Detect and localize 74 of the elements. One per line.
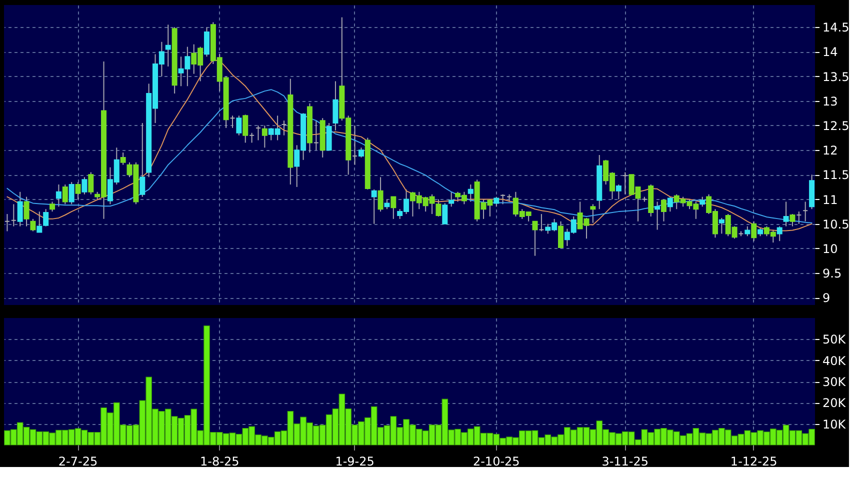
y-tick-label: 10 [822, 242, 838, 256]
candlestick [660, 198, 666, 222]
candlestick [654, 201, 660, 230]
candlestick [36, 211, 42, 233]
candlestick [590, 204, 596, 224]
candlestick [255, 124, 261, 141]
candlestick [667, 196, 673, 212]
candlestick [494, 196, 500, 208]
y-tick-label: 20K [822, 396, 847, 410]
candlestick [140, 122, 146, 198]
candlestick [448, 191, 454, 208]
candlestick [262, 124, 268, 148]
y-tick-label: 14 [822, 45, 838, 60]
candlestick [796, 211, 802, 224]
candlestick [378, 176, 384, 212]
candlestick [718, 217, 724, 234]
candlestick [75, 182, 81, 200]
candlestick [82, 176, 88, 195]
x-tick-label: 2-10-25 [472, 454, 520, 468]
x-tick-label: 1-9-25 [335, 454, 374, 468]
candlestick [24, 196, 30, 227]
candlestick [50, 201, 56, 212]
candlestick [352, 124, 358, 166]
candlestick [500, 194, 506, 205]
candlestick [332, 80, 338, 131]
y-tick-label: 10K [822, 417, 847, 432]
y-tick-label: 10.5 [822, 217, 850, 232]
candlestick [558, 220, 564, 249]
candlestick [165, 24, 171, 67]
y-tick-label: 11.5 [822, 168, 850, 182]
candlestick [281, 120, 287, 136]
y-tick-label: 12.5 [822, 118, 850, 133]
y-tick-label: 13 [822, 94, 838, 108]
candlestick [622, 172, 628, 195]
y-tick-label: 30K [822, 375, 847, 389]
candlestick [384, 198, 390, 210]
candlestick [751, 220, 757, 242]
candlestick [538, 214, 544, 232]
candlestick [10, 204, 16, 227]
y-tick-label: 40K [822, 354, 847, 368]
candlestick [43, 208, 49, 227]
y-tick-label: 14.5 [822, 20, 850, 35]
candlestick [371, 188, 377, 224]
candlestick [62, 184, 68, 205]
candlestick [802, 201, 808, 222]
y-tick-label: 9.5 [822, 266, 842, 281]
candlestick [249, 132, 255, 144]
candlestick [783, 201, 789, 227]
candlestick [313, 120, 319, 151]
y-tick-label: 9 [822, 291, 830, 306]
candlestick [468, 184, 474, 202]
candlestick [390, 196, 396, 220]
y-tick-label: 13.5 [822, 70, 850, 84]
candlestick [436, 198, 442, 217]
candlestick [68, 182, 74, 205]
x-tick-label: 3-11-25 [602, 454, 649, 468]
candlestick [30, 218, 36, 232]
candlestick [442, 202, 448, 224]
candlestick [4, 214, 10, 232]
candlestick [88, 172, 94, 195]
candlestick [204, 26, 210, 58]
x-tick-label: 2-7-25 [58, 454, 98, 468]
candlestick [776, 226, 782, 242]
candlestick [700, 196, 706, 208]
candlestick [616, 184, 622, 200]
y-tick-label: 50K [822, 332, 847, 347]
candlestick [326, 122, 332, 151]
candlestick [120, 152, 126, 166]
x-tick-label: 1-8-25 [200, 454, 240, 468]
y-tick-label: 12 [822, 144, 838, 158]
y-tick-label: 11 [822, 192, 838, 207]
candlestick [56, 184, 62, 208]
candlestick [230, 115, 236, 128]
x-tick-label: 1-12-25 [730, 454, 778, 468]
